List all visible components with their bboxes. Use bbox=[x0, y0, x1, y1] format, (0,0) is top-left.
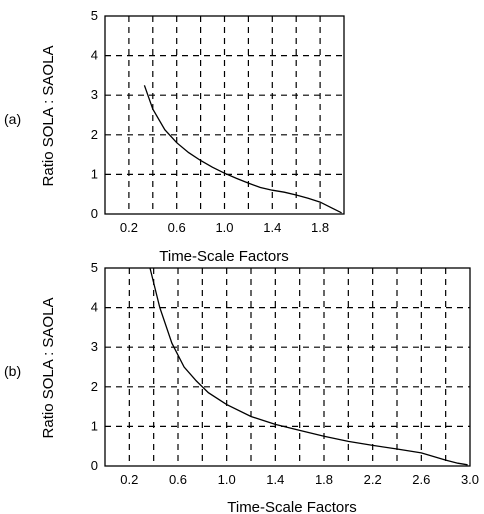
y-tick-label-b: 2 bbox=[91, 379, 98, 394]
y-tick-label-a: 0 bbox=[91, 206, 98, 221]
x-tick-label-b: 1.0 bbox=[218, 472, 236, 487]
chart-panel-b: (b) Ratio SOLA : SAOLA Time-Scale Factor… bbox=[4, 260, 479, 514]
y-tick-label-b: 0 bbox=[91, 458, 98, 473]
y-tick-label-b: 5 bbox=[91, 260, 98, 275]
x-axis-title-b: Time-Scale Factors bbox=[227, 499, 356, 514]
series-line-a bbox=[143, 85, 342, 214]
x-tick-label-b: 2.6 bbox=[412, 472, 430, 487]
panel-label-b: (b) bbox=[4, 363, 21, 379]
y-tick-label-b: 4 bbox=[91, 300, 98, 315]
panel-label-a: (a) bbox=[4, 111, 21, 127]
y-tick-label-a: 3 bbox=[91, 87, 98, 102]
plot-frame-a bbox=[104, 15, 345, 215]
x-axis-title-a: Time-Scale Factors bbox=[159, 248, 288, 265]
x-tick-label-a: 1.0 bbox=[215, 220, 233, 235]
series-line-b bbox=[149, 267, 468, 466]
y-tick-label-a: 2 bbox=[91, 127, 98, 142]
y-tick-label-a: 4 bbox=[91, 48, 98, 63]
y-tick-label-a: 1 bbox=[91, 166, 98, 181]
x-tick-label-a: 0.2 bbox=[120, 220, 138, 235]
y-axis-title-a: Ratio SOLA : SAOLA bbox=[40, 46, 57, 187]
x-tick-label-b: 0.6 bbox=[169, 472, 187, 487]
x-tick-label-b: 1.4 bbox=[266, 472, 284, 487]
x-tick-label-a: 1.4 bbox=[263, 220, 281, 235]
chart-panel-a: (a) Ratio SOLA : SAOLA Time-Scale Factor… bbox=[4, 8, 345, 265]
x-tick-label-a: 1.8 bbox=[311, 220, 329, 235]
x-tick-label-b: 3.0 bbox=[461, 472, 479, 487]
y-tick-label-b: 1 bbox=[91, 418, 98, 433]
y-axis-title-b: Ratio SOLA : SAOLA bbox=[40, 298, 57, 439]
x-tick-label-b: 2.2 bbox=[364, 472, 382, 487]
x-tick-label-b: 1.8 bbox=[315, 472, 333, 487]
x-tick-label-a: 0.6 bbox=[168, 220, 186, 235]
y-tick-label-b: 3 bbox=[91, 339, 98, 354]
x-tick-label-b: 0.2 bbox=[120, 472, 138, 487]
y-tick-label-a: 5 bbox=[91, 8, 98, 23]
plot-frame-b bbox=[104, 267, 471, 467]
